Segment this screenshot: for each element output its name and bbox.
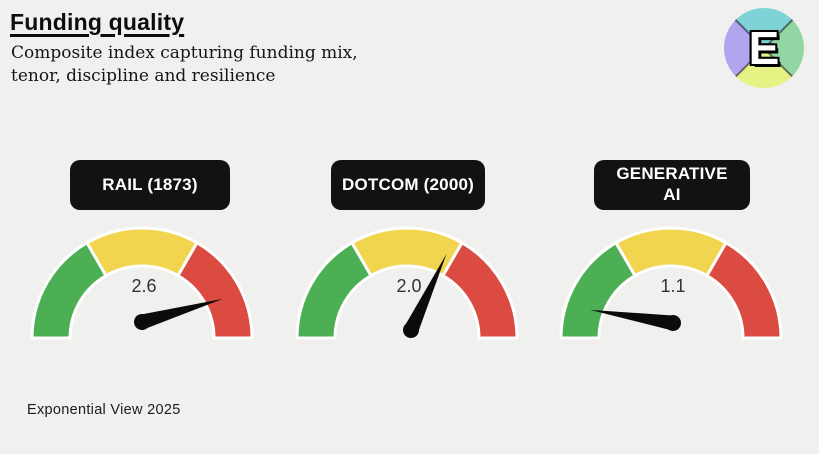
logo-letter-e: E xyxy=(748,22,780,74)
gauge-label-rail: RAIL (1873) xyxy=(70,160,230,210)
gauge-needle xyxy=(590,309,681,331)
gauge-value: 2.0 xyxy=(396,276,421,296)
gauge-needle xyxy=(134,298,223,330)
gauge-label-generative-ai: GENERATIVE AI xyxy=(594,160,750,210)
gauge-segment-red xyxy=(705,241,783,340)
gauge-generative-ai: 1.1 xyxy=(559,226,783,340)
gauge-rail: 2.6 xyxy=(30,226,254,340)
gauge-label-text: DOTCOM (2000) xyxy=(341,174,474,194)
exponential-view-logo: E xyxy=(724,8,804,88)
gauge-value: 2.6 xyxy=(131,276,156,296)
gauge-label-text: RAIL (1873) xyxy=(102,174,198,194)
subtitle-line-1: Composite index capturing funding mix, xyxy=(11,43,358,63)
gauge-segment-red xyxy=(176,241,254,340)
page-title: Funding quality xyxy=(10,9,185,35)
gauge-segment-red xyxy=(441,241,519,340)
attribution-text: Exponential View 2025 xyxy=(27,402,181,418)
gauge-dotcom: 2.0 xyxy=(295,226,519,340)
subtitle-line-2: tenor, discipline and resilience xyxy=(11,66,276,86)
gauge-needle xyxy=(403,253,447,338)
gauge-value: 1.1 xyxy=(660,276,685,296)
gauge-label-text: GENERATIVE AI xyxy=(616,164,728,204)
page-subtitle: Composite index capturing funding mix, t… xyxy=(11,42,358,88)
gauge-label-dotcom: DOTCOM (2000) xyxy=(331,160,485,210)
